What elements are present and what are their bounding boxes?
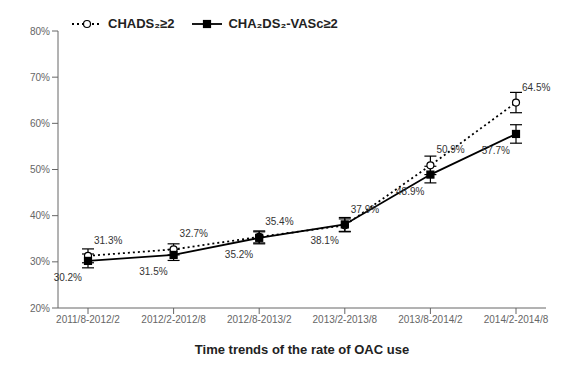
svg-text:35.4%: 35.4%: [265, 216, 293, 227]
svg-text:40%: 40%: [30, 210, 50, 221]
svg-text:31.3%: 31.3%: [94, 235, 122, 246]
svg-text:20%: 20%: [30, 303, 50, 314]
svg-text:64.5%: 64.5%: [522, 82, 550, 93]
html-text:CHA₂DS₂-VASc≥2: CHA₂DS₂-VASc≥2: [228, 16, 338, 31]
svg-text:30.2%: 30.2%: [54, 272, 82, 283]
svg-text:80%: 80%: [30, 26, 50, 37]
svg-text:50%: 50%: [30, 164, 50, 175]
svg-text:2014/2-2014/8: 2014/2-2014/8: [484, 314, 549, 325]
svg-text:2013/2-2013/8: 2013/2-2013/8: [313, 314, 378, 325]
svg-text:70%: 70%: [30, 72, 50, 83]
svg-text:30%: 30%: [30, 256, 50, 267]
svg-text:50.9%: 50.9%: [436, 144, 464, 155]
svg-text:37.9%: 37.9%: [351, 204, 379, 215]
svg-text:Time trends of the rate of OAC: Time trends of the rate of OAC use: [195, 342, 409, 357]
html-text:CHADS₂≥2: CHADS₂≥2: [108, 16, 175, 31]
svg-text:38.1%: 38.1%: [310, 235, 338, 246]
svg-text:31.5%: 31.5%: [139, 266, 167, 277]
svg-text:57.7%: 57.7%: [482, 145, 510, 156]
svg-text:35.2%: 35.2%: [225, 249, 253, 260]
svg-text:48.9%: 48.9%: [396, 186, 424, 197]
svg-text:2011/8-2012/2: 2011/8-2012/2: [56, 314, 120, 325]
svg-text:60%: 60%: [30, 118, 50, 129]
svg-text:2012/2-2012/8: 2012/2-2012/8: [141, 314, 206, 325]
svg-text:2013/8-2014/2: 2013/8-2014/2: [398, 314, 463, 325]
svg-text:2012/8-2013/2: 2012/8-2013/2: [227, 314, 292, 325]
svg-text:32.7%: 32.7%: [180, 228, 208, 239]
